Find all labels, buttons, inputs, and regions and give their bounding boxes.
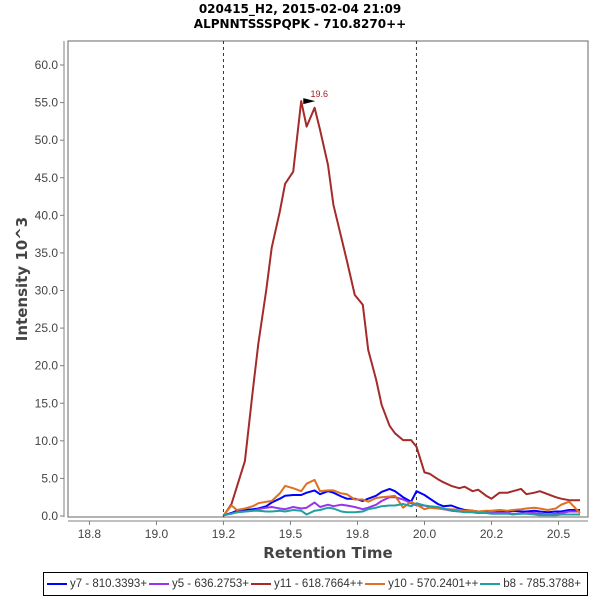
x-tick-label: 19.2 <box>212 527 236 541</box>
x-tick-label: 19.5 <box>279 527 303 541</box>
x-tick-label: 20.2 <box>480 527 504 541</box>
series-line <box>223 487 580 517</box>
series-line <box>222 100 580 517</box>
y-tick-label: 20.0 <box>35 359 59 373</box>
integration-boundaries <box>222 41 417 517</box>
y-tick-label: 40.0 <box>35 208 59 222</box>
legend-label: y11 - 618.7664++ <box>273 578 364 590</box>
y-axis-ticks: 0.0 5.0 10.0 15.0 20.0 25.0 30.0 35.0 40.0 45.0 50… <box>35 58 64 523</box>
y-axis-title: Intensity 10^3 <box>13 217 31 341</box>
legend-swatch <box>47 583 67 585</box>
peak-arrow-icon <box>303 98 316 105</box>
chart-legend: y7 - 810.3393+ y5 - 636.2753+ y11 - 618.… <box>43 572 588 596</box>
y-tick-label: 15.0 <box>35 396 59 410</box>
x-tick-label: 18.8 <box>78 527 102 541</box>
legend-swatch <box>365 583 386 585</box>
x-tick-label: 19.0 <box>145 527 169 541</box>
y-tick-label: 25.0 <box>35 321 59 335</box>
legend-swatch <box>480 583 501 585</box>
peak-annotation: 19.6 <box>303 89 329 105</box>
x-axis-ticks: 18.8 19.0 19.2 19.5 19.8 20.0 20.2 20.5 <box>78 521 571 541</box>
y-tick-label: 10.0 <box>35 434 59 448</box>
peak-label: 19.6 <box>311 89 329 99</box>
legend-label: b8 - 785.3788+ <box>503 578 581 590</box>
legend-item[interactable]: y10 - 570.2401++ <box>365 578 478 590</box>
chart-title: 020415_H2, 2015-02-04 21:09 <box>199 2 401 17</box>
y-tick-label: 45.0 <box>35 171 59 185</box>
legend-item[interactable]: y5 - 636.2753+ <box>148 578 250 590</box>
x-tick-label: 19.8 <box>346 527 370 541</box>
plot-area <box>67 40 589 518</box>
legend-label: y5 - 636.2753+ <box>171 578 250 590</box>
x-axis-title: Retention Time <box>263 544 392 562</box>
y-tick-label: 30.0 <box>35 284 59 298</box>
chart-subtitle: ALPNNTSSSPQPK - 710.8270++ <box>194 17 406 31</box>
legend-label: y10 - 570.2401++ <box>388 578 479 590</box>
y-tick-label: 55.0 <box>35 96 59 110</box>
series-lines <box>222 100 581 517</box>
y-tick-label: 5.0 <box>41 471 58 485</box>
x-tick-label: 20.5 <box>547 527 571 541</box>
y-tick-label: 50.0 <box>35 133 59 147</box>
series-line <box>223 502 580 517</box>
legend-label: y7 - 810.3393+ <box>70 578 148 590</box>
y-tick-label: 0.0 <box>41 509 58 523</box>
series-line <box>222 478 581 516</box>
y-tick-label: 35.0 <box>35 246 59 260</box>
x-tick-label: 20.0 <box>413 527 437 541</box>
legend-swatch <box>250 583 271 585</box>
legend-item[interactable]: y7 - 810.3393+ <box>47 578 147 590</box>
legend-swatch <box>148 583 169 585</box>
legend-item[interactable]: b8 - 785.3788+ <box>480 578 581 590</box>
legend-item[interactable]: y11 - 618.7664++ <box>250 578 364 590</box>
y-tick-label: 60.0 <box>35 58 59 72</box>
